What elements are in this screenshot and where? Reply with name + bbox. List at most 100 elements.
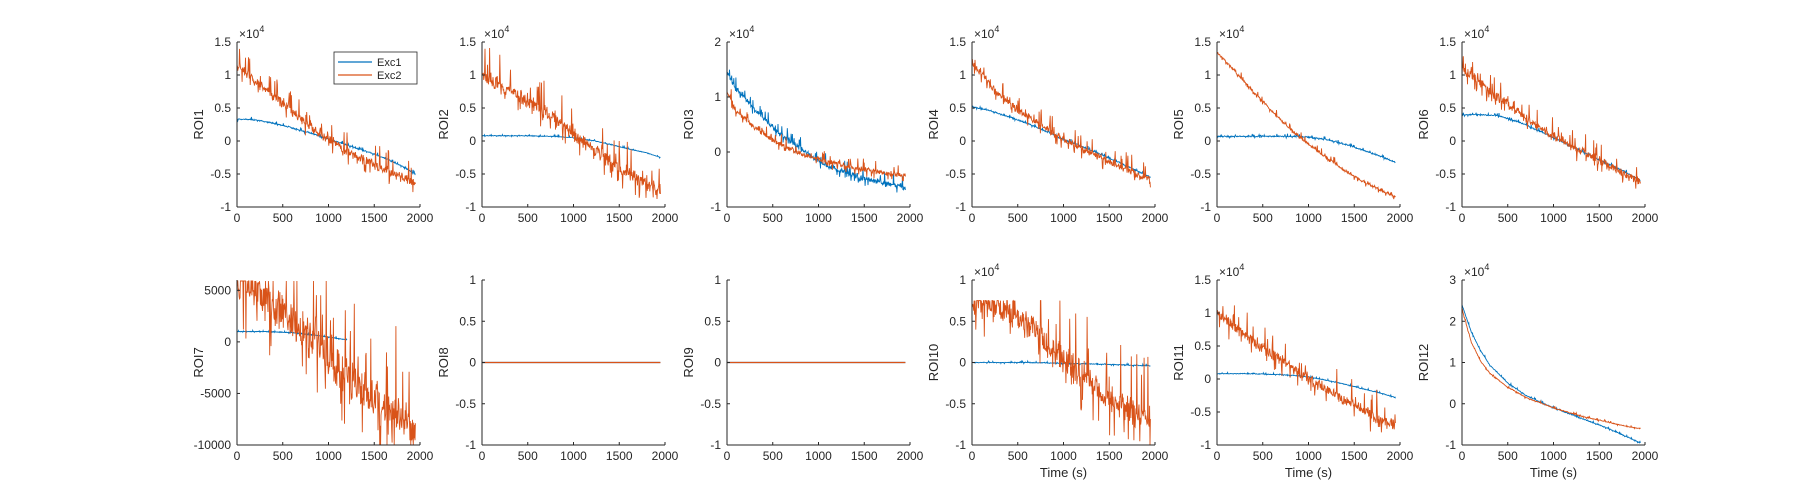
x-tick-label: 2000 <box>897 211 924 225</box>
y-tick-label: -0.5 <box>1435 167 1456 181</box>
x-tick-label: 1000 <box>1050 211 1077 225</box>
x-tick-label: 1000 <box>1295 211 1322 225</box>
x-tick-label: 1000 <box>1295 449 1322 463</box>
y-tick-label: 1 <box>959 68 966 82</box>
series-exc1-line <box>726 69 906 193</box>
subplot-roi4: 0 500 1000 1500 2000 -1 -0.5 0 0.5 1 1.5 ROI4 ×104 <box>926 24 1169 225</box>
y-tick-label: 2 <box>1449 314 1456 328</box>
y-axis-label: ROI9 <box>681 347 696 377</box>
x-tick-label: 500 <box>273 449 293 463</box>
y-axis-label: ROI6 <box>1416 109 1431 139</box>
y-tick-label: 2 <box>714 35 721 49</box>
x-tick-label: 1500 <box>361 449 388 463</box>
y-tick-label: -0.5 <box>455 397 476 411</box>
subplot-roi11: 0 500 1000 1500 2000 -1 -0.5 0 0.5 1 1.5 ROI11 Time … <box>1171 262 1414 480</box>
x-tick-label: 1500 <box>606 449 633 463</box>
y-tick-label: 1 <box>1449 68 1456 82</box>
x-tick-label: 1500 <box>1341 211 1368 225</box>
y-tick-label: -0.5 <box>945 397 966 411</box>
x-tick-label: 0 <box>1459 211 1466 225</box>
y-axis-label: ROI1 <box>191 109 206 139</box>
x-tick-label: 1500 <box>851 449 878 463</box>
y-tick-label: 0.5 <box>1194 101 1211 115</box>
y-axis-label: ROI3 <box>681 109 696 139</box>
y-tick-label: 0 <box>959 356 966 370</box>
subplot-roi8: 0 500 1000 1500 2000 -1 -0.5 0 0.5 1 ROI8 <box>436 273 679 463</box>
series-exc2-line <box>481 47 661 200</box>
axis-exponent-label: ×104 <box>974 24 999 41</box>
x-tick-label: 500 <box>1008 449 1028 463</box>
x-tick-label: 500 <box>763 211 783 225</box>
y-tick-label: 5000 <box>204 283 231 297</box>
x-tick-label: 2000 <box>652 211 679 225</box>
x-tick-label: 0 <box>479 211 486 225</box>
y-tick-label: 1.5 <box>214 35 231 49</box>
x-tick-label: 500 <box>518 449 538 463</box>
y-tick-label: -1 <box>710 438 721 452</box>
x-tick-label: 1500 <box>1096 449 1123 463</box>
x-tick-label: 500 <box>518 211 538 225</box>
y-tick-label: -5000 <box>200 386 231 400</box>
y-tick-label: -0.5 <box>700 397 721 411</box>
series-exc1-line <box>1216 132 1396 164</box>
x-tick-label: 0 <box>969 449 976 463</box>
y-axis-label: ROI10 <box>926 344 941 382</box>
legend-entry: Exc2 <box>377 70 401 82</box>
y-tick-label: 1 <box>714 90 721 104</box>
y-tick-label: 1 <box>714 273 721 287</box>
y-tick-label: 1 <box>1204 306 1211 320</box>
y-tick-label: 1 <box>959 273 966 287</box>
y-axis-label: ROI8 <box>436 347 451 377</box>
series-exc2-line <box>236 48 416 193</box>
x-tick-label: 1000 <box>315 211 342 225</box>
series-exc1-line <box>236 328 348 341</box>
subplot-roi9: 0 500 1000 1500 2000 -1 -0.5 0 0.5 1 ROI9 <box>681 273 924 463</box>
y-tick-label: 0.5 <box>704 314 721 328</box>
axis-exponent-label: ×104 <box>484 24 509 41</box>
y-tick-label: 0 <box>1204 134 1211 148</box>
y-tick-label: 0.5 <box>949 314 966 328</box>
subplot-roi7: 0 500 1000 1500 2000 -10000 -5000 0 5000 ROI7 <box>191 280 434 463</box>
y-tick-label: -1 <box>220 200 231 214</box>
y-tick-label: 1.5 <box>1194 35 1211 49</box>
y-tick-label: -1 <box>955 438 966 452</box>
legend-box <box>333 51 418 85</box>
x-tick-label: 1500 <box>1586 211 1613 225</box>
x-axis-label: Time (s) <box>1285 465 1332 480</box>
y-tick-label: 0.5 <box>1194 339 1211 353</box>
x-tick-label: 500 <box>273 211 293 225</box>
x-tick-label: 2000 <box>407 211 434 225</box>
axis-exponent-label: ×104 <box>974 262 999 279</box>
y-tick-label: 0 <box>959 134 966 148</box>
axis-exponent-label: ×104 <box>239 24 264 41</box>
x-tick-label: 500 <box>1008 211 1028 225</box>
x-tick-label: 1500 <box>851 211 878 225</box>
y-tick-label: 1 <box>469 273 476 287</box>
series-exc1-line <box>1461 304 1641 444</box>
y-tick-label: 0.5 <box>459 101 476 115</box>
y-tick-label: -0.5 <box>945 167 966 181</box>
x-tick-label: 1000 <box>805 211 832 225</box>
series-exc2-line <box>971 59 1151 188</box>
x-tick-label: 0 <box>969 211 976 225</box>
y-tick-label: 1.5 <box>1194 273 1211 287</box>
y-tick-label: 1 <box>1449 356 1456 370</box>
y-axis-label: ROI12 <box>1416 344 1431 382</box>
y-tick-label: -1 <box>465 438 476 452</box>
x-axis-label: Time (s) <box>1040 465 1087 480</box>
x-tick-label: 2000 <box>1387 211 1414 225</box>
x-tick-label: 2000 <box>1142 449 1169 463</box>
x-tick-label: 0 <box>479 449 486 463</box>
x-tick-label: 0 <box>1459 449 1466 463</box>
axis-exponent-label: ×104 <box>1464 262 1489 279</box>
x-tick-label: 2000 <box>897 449 924 463</box>
series-exc2-line <box>1216 51 1396 200</box>
y-tick-label: 1 <box>224 68 231 82</box>
x-tick-label: 0 <box>1214 211 1221 225</box>
y-axis-label: ROI5 <box>1171 109 1186 139</box>
y-tick-label: 1 <box>469 68 476 82</box>
subplot-roi5: 0 500 1000 1500 2000 -1 -0.5 0 0.5 1 1.5 ROI5 ×104 <box>1171 24 1414 225</box>
